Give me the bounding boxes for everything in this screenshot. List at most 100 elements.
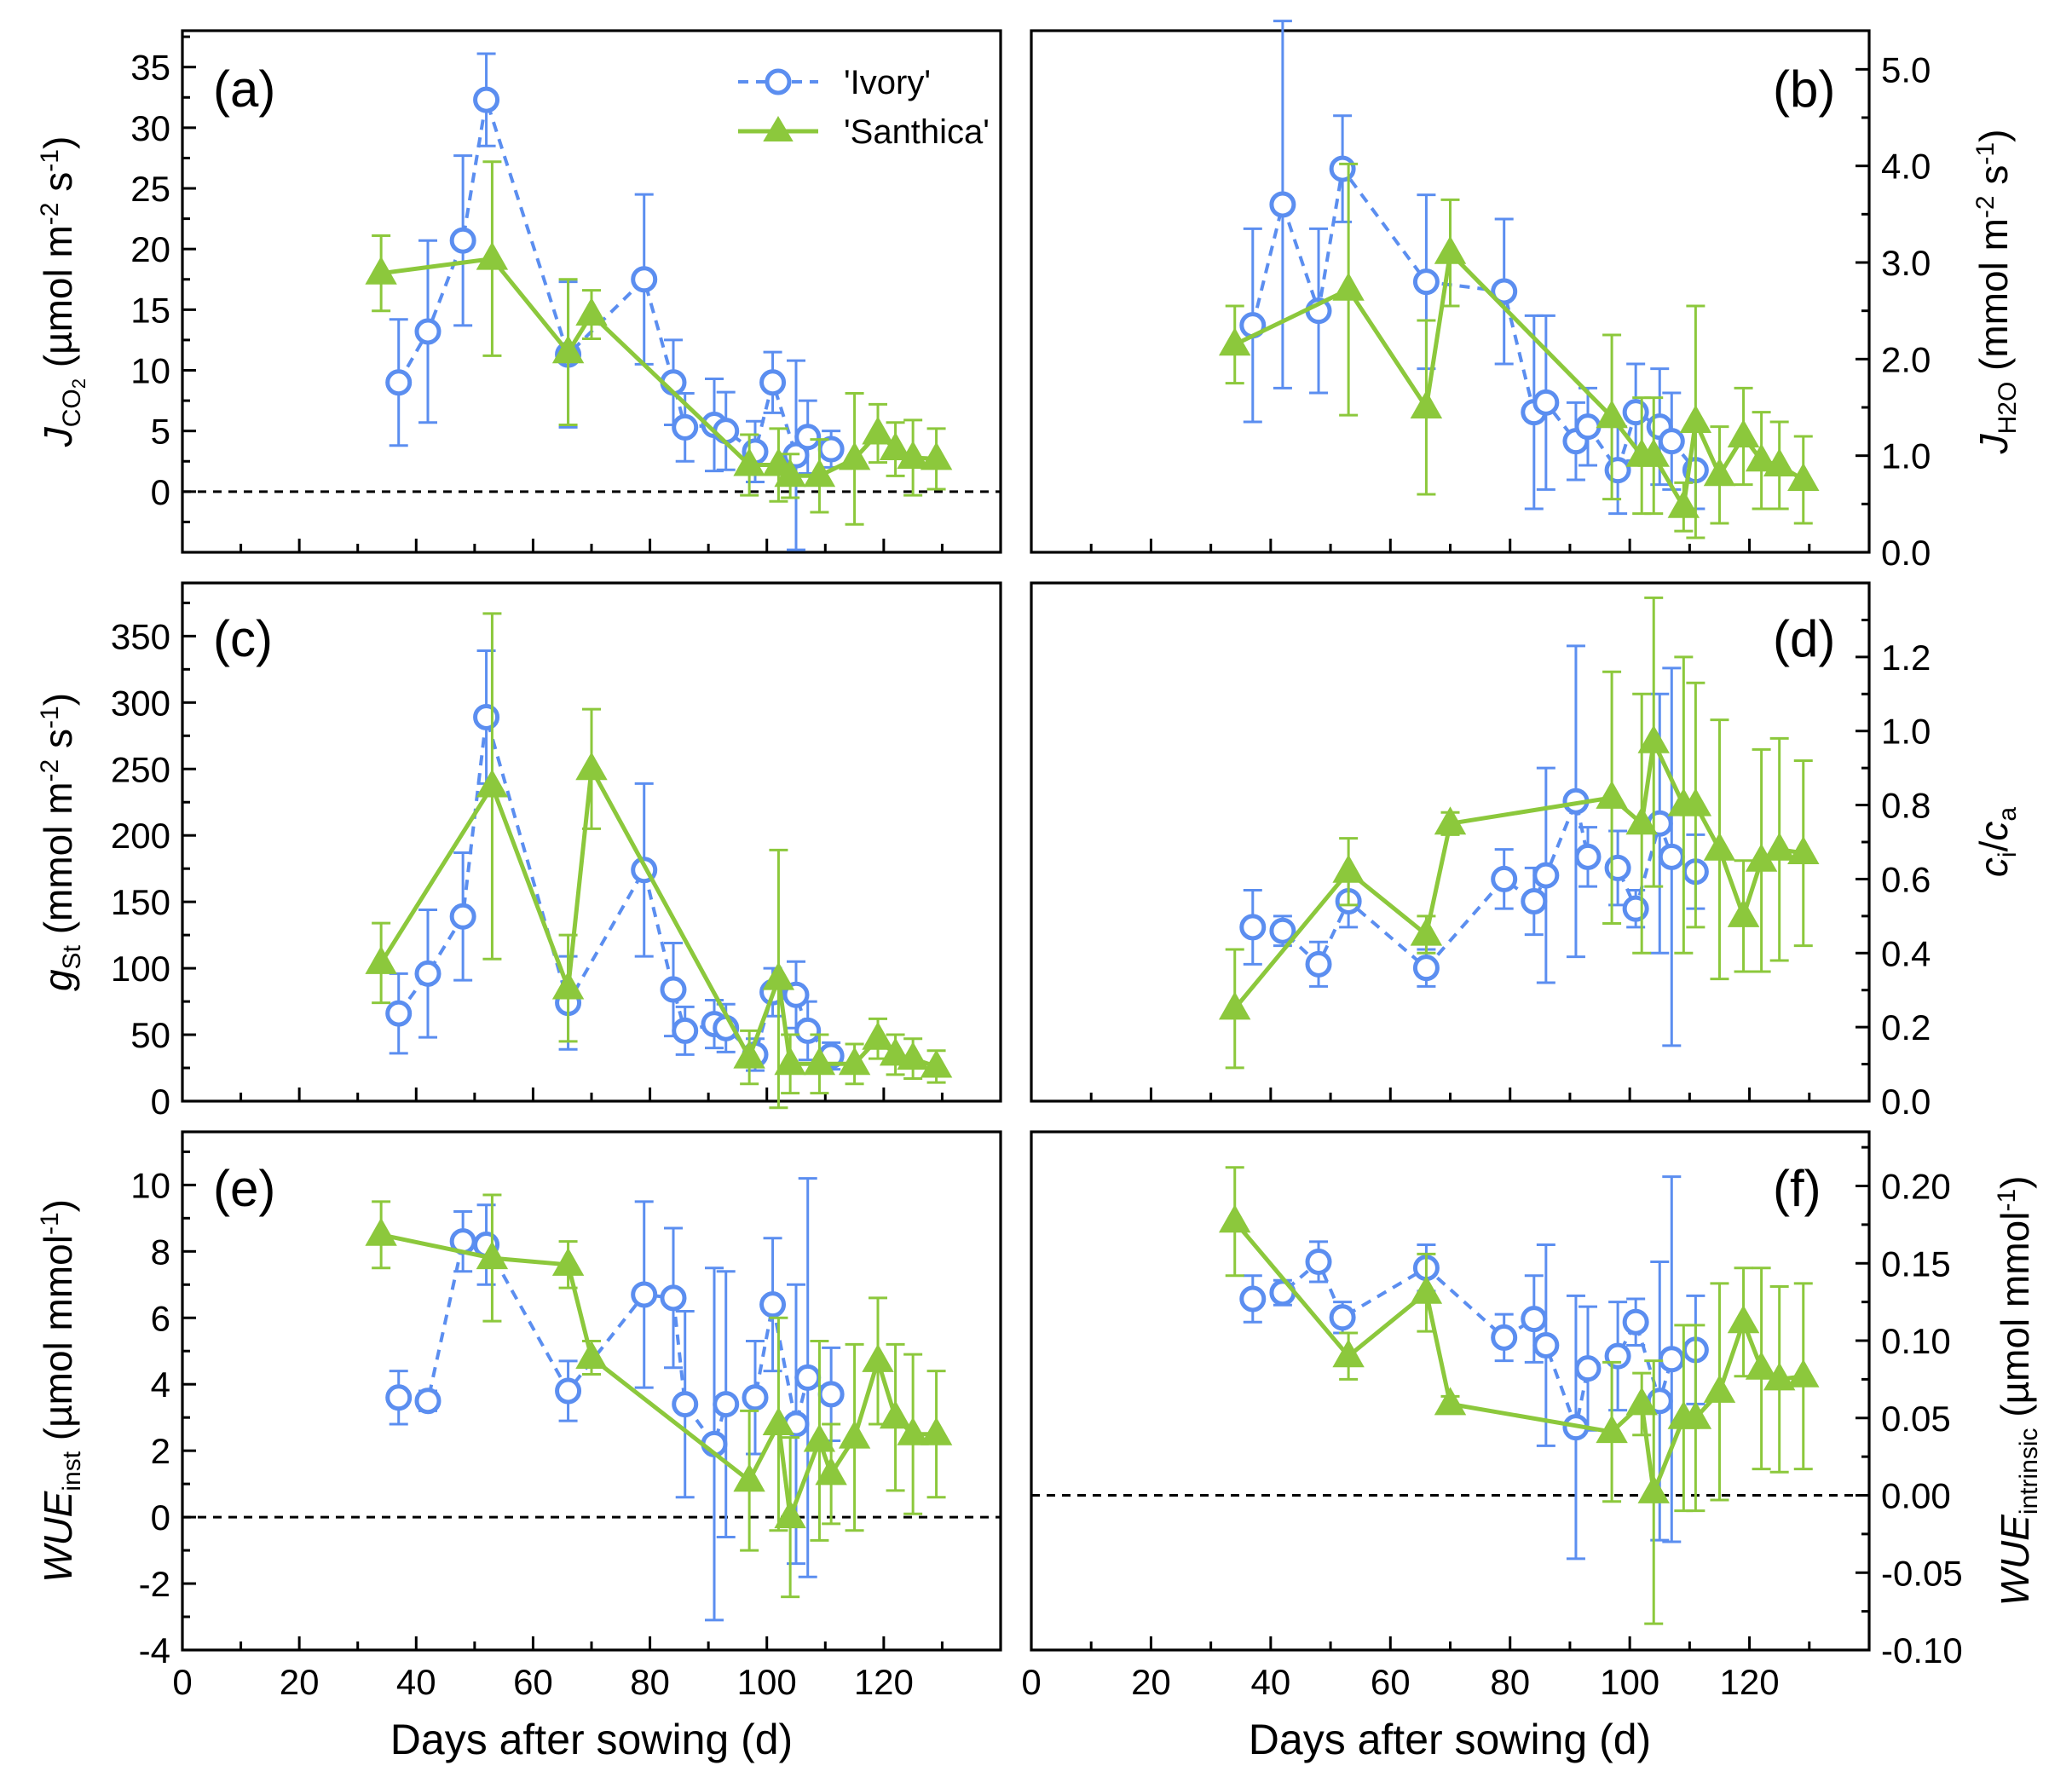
panel-f-ivory-point	[1329, 1304, 1356, 1331]
panel-e-ivory-point	[742, 1384, 769, 1411]
panel-d-ivory-point	[1305, 950, 1332, 978]
panel-f-santhica-point	[1745, 1351, 1778, 1380]
panel-e-santhica-point	[838, 1420, 871, 1449]
panel-a-ivory-point	[385, 369, 413, 396]
panel-f-santhica-point	[1727, 1305, 1760, 1334]
panel-e-ytick-label: -2	[139, 1564, 170, 1604]
panel-c-ivory-point	[449, 903, 476, 930]
panel-f-ytick-label: 0.10	[1881, 1321, 1951, 1361]
panel-f-ylabel: WUEintrinsic (µmol mmol-1)	[1993, 1176, 2043, 1607]
panel-d-santhica-point	[1596, 780, 1628, 809]
panel-f-santhica-point	[1787, 1359, 1820, 1388]
panel-e-ytick-label: 6	[151, 1298, 170, 1338]
panel-a-santhica-point	[803, 459, 836, 488]
panel-e-ivory-point	[660, 1284, 687, 1312]
panel-d-ytick-label: 0.8	[1881, 786, 1931, 826]
panel-f-ytick-label: 0.00	[1881, 1476, 1951, 1516]
panel-e-santhica-point	[575, 1340, 608, 1369]
panel-c-santhica-point	[774, 1047, 806, 1076]
panel-f-santhica-point	[1625, 1387, 1658, 1416]
panel-e-ivory-point	[713, 1391, 740, 1418]
panel-b-santhica-point	[1596, 400, 1628, 429]
panel-c-ivory-point	[672, 1017, 699, 1044]
data-layer	[365, 20, 1820, 1625]
panel-e-santhica-point	[551, 1247, 585, 1276]
panel-a-santhica-point	[774, 459, 806, 488]
panel-f-santhica-point	[1637, 1474, 1670, 1503]
panel-b-santhica-point	[1703, 458, 1736, 487]
panel-b-ivory-point	[1532, 389, 1560, 416]
panel-e-ivory-point	[385, 1384, 413, 1411]
panel-d-santhica-point	[1410, 917, 1443, 946]
panel-c-ivory-point	[660, 976, 687, 1003]
panel-b-santhica-point	[1667, 489, 1700, 518]
panel-a-ivory-point	[414, 318, 442, 345]
panel-f-ivory-point	[1532, 1331, 1560, 1359]
panel-c-santhica-point	[762, 961, 795, 990]
panel-e-xtick-label: 0	[172, 1662, 192, 1702]
panel-d-santhica-point	[1434, 806, 1467, 835]
panel-f-ytick-label: 0.20	[1881, 1167, 1951, 1207]
panel-d-frame	[1030, 581, 1871, 1103]
panel-d-ticks: 0.0 0.2 0.4 0.6 0.8 1.0 1.2	[1030, 618, 1931, 1122]
panel-a-ytick-label: 5	[151, 412, 170, 452]
panel-a-santhica-point	[879, 431, 912, 460]
panel-e-xtick-label: 100	[737, 1662, 797, 1702]
panel-f-santhica-point	[1703, 1374, 1736, 1403]
x-axis-label-left: Days after sowing (d)	[390, 1716, 793, 1763]
panel-f-ticks: -0.10 -0.05 0.00 0.05 0.10 0.15 0.20 0 20 40 60 80 1…	[1021, 1145, 1963, 1702]
panel-f-ivory-point	[1604, 1342, 1631, 1370]
panel-a-santhica-point	[365, 256, 397, 285]
panel-c-ytick-label: 300	[111, 683, 170, 723]
panel-d-series	[1218, 596, 1820, 1070]
legend-ivory-label: 'Ivory'	[844, 64, 931, 101]
panel-f-ivory-point	[1622, 1308, 1649, 1336]
panel-d-ivory-point	[1532, 862, 1560, 889]
panel-f-ivory-point	[1239, 1285, 1267, 1313]
legend-santhica-label: 'Santhica'	[844, 113, 990, 151]
panel-f-xtick-label: 100	[1600, 1662, 1659, 1702]
panel-f-ytick-label: -0.10	[1881, 1630, 1963, 1670]
x-axis-label-right: Days after sowing (d)	[1249, 1716, 1651, 1763]
panel-c-santhica-point	[733, 1040, 765, 1069]
panel-b-label: (b)	[1773, 61, 1835, 118]
panel-c-santhica-point	[551, 971, 585, 1000]
panel-a-santhica-point	[476, 241, 509, 270]
panel-d-ytick-label: 1.2	[1881, 638, 1931, 678]
panel-f-xtick-label: 0	[1021, 1662, 1041, 1702]
panel-b-santhica-point	[1434, 235, 1467, 264]
panel-b-ytick-label: 4.0	[1881, 147, 1931, 187]
panel-e-ivory-point	[794, 1364, 822, 1391]
panel-f-santhica-point	[1218, 1204, 1251, 1233]
panel-d-ytick-label: 0.4	[1881, 933, 1931, 973]
panel-c-ytick-label: 50	[130, 1015, 170, 1055]
panel-b-ivory-point	[1574, 413, 1602, 441]
panel-b-ivory-point	[1412, 268, 1440, 296]
panel-e-ivory-point	[414, 1388, 442, 1415]
panel-d-santhica-point	[1625, 806, 1658, 835]
panel-a-ytick-label: 0	[151, 472, 170, 512]
panel-b-ytick-label: 1.0	[1881, 436, 1931, 476]
panel-e-xtick-label: 40	[396, 1662, 436, 1702]
panel-f-santhica-point	[1434, 1387, 1467, 1416]
panel-c-ticks: 0 50 100 150 200 250 300 350	[111, 601, 944, 1122]
panel-a-ivory-point	[713, 418, 740, 445]
panel-e-ytick-label: 10	[130, 1165, 170, 1205]
panel-a-ytick-label: 10	[130, 351, 170, 391]
panel-b-ivory-point	[1622, 399, 1649, 426]
panel-b-santhica-point	[1332, 272, 1365, 301]
legend-ivory-marker	[765, 68, 792, 95]
panel-e-ivory-point	[672, 1391, 699, 1418]
panel-b-santhica-point	[1727, 418, 1760, 447]
panel-c-ytick-label: 150	[111, 882, 170, 922]
panel-f-ivory-line	[1252, 1259, 1697, 1434]
panel-e-ytick-label: 8	[151, 1232, 170, 1272]
panel-f-ytick-label: -0.05	[1881, 1553, 1963, 1593]
panel-e-santhica-point	[774, 1500, 806, 1529]
panel-d-ivory-point	[1658, 843, 1685, 870]
panel-e-xtick-label: 60	[513, 1662, 553, 1702]
panel-c-santhica-point	[920, 1049, 953, 1078]
panel-e-xtick-label: 80	[630, 1662, 670, 1702]
